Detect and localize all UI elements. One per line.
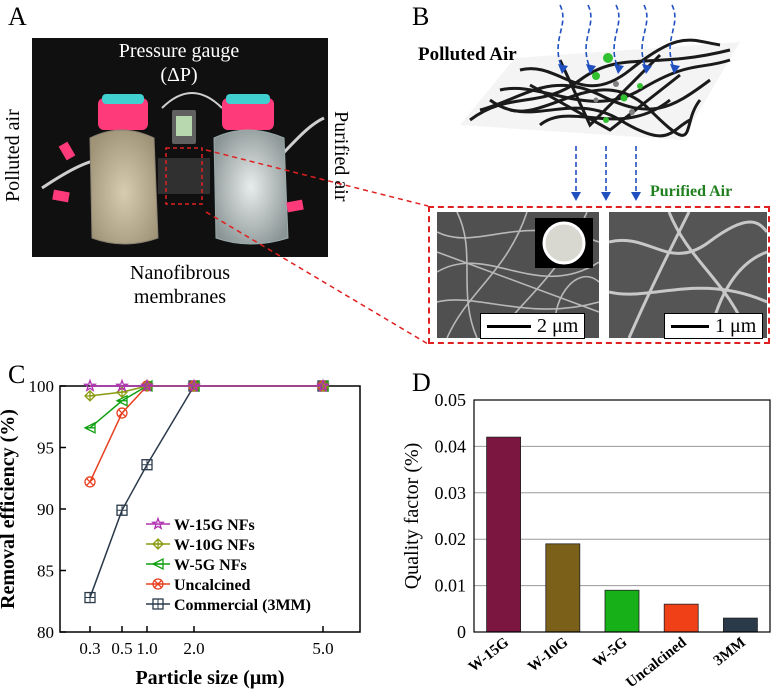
membrane-highlight-box — [165, 147, 203, 205]
purified-bottle — [213, 129, 289, 245]
scale-bar-left: 2 μm — [480, 313, 586, 339]
legend-label-0: W-15G NFs — [174, 517, 255, 534]
legend-marker-3-cross — [154, 580, 162, 588]
incoming-air-arrows — [557, 4, 676, 194]
panel-letter-d: D — [412, 368, 431, 397]
legend-marker-0 — [150, 516, 166, 530]
scale-bar-right: 1 μm — [664, 313, 764, 339]
legend-marker-3 — [152, 578, 164, 590]
bar-w-5g — [604, 589, 640, 633]
chart-c-xtick-label: 2.0 — [183, 639, 204, 658]
bar-category-label: W-10G — [525, 634, 571, 675]
cap-right — [222, 98, 274, 130]
setup-photo-illustration — [41, 92, 325, 245]
bar-uncalcined — [663, 603, 699, 633]
captured-particles — [592, 53, 643, 123]
delta-p-label: (ΔP) — [160, 64, 198, 86]
chart-d-ytick-label: 0 — [457, 622, 466, 642]
series-3-point-cross — [118, 409, 126, 418]
legend-label-2: W-5G NFs — [174, 557, 247, 574]
polluted-bottle — [89, 129, 159, 245]
legend-label-3: Uncalcined — [174, 577, 251, 594]
chart-c-ytick-label: 100 — [29, 377, 55, 396]
series-3-point — [84, 476, 96, 488]
purified-air-text: Purified Air — [650, 183, 732, 200]
arrowheads — [558, 64, 680, 201]
legend-label-4: Commercial (3MM) — [174, 597, 311, 614]
chart-c-xlabel: Particle size (μm) — [135, 667, 284, 689]
cap-left — [98, 98, 148, 130]
polluted-air-text: Polluted Air — [418, 44, 517, 65]
series-0-point — [114, 378, 130, 392]
chart-c-xtick-label: 0.3 — [79, 639, 100, 658]
pressure-gauge-label: Pressure gauge — [118, 40, 240, 62]
quality-factor-chart: 0 0.01 0.02 0.03 0.04 0.05 W-15G W-10G W-5GUnca… — [401, 390, 771, 691]
chart-c-xtick-label: 1.0 — [136, 639, 157, 658]
scale-bar-line-left — [487, 324, 531, 328]
series-4-point-cross — [117, 505, 127, 516]
chart-c-ytick-label: 95 — [37, 439, 54, 458]
chart-d-ytick-label: 0.03 — [435, 483, 467, 503]
series-3-point — [116, 407, 128, 419]
fiber-network — [469, 38, 731, 138]
scale-bar-left-label: 2 μm — [537, 314, 579, 337]
membranes-label-line2: membranes — [133, 286, 227, 308]
chart-c-ylabel: Removal efficiency (%) — [0, 409, 19, 609]
chart-d-frame — [473, 399, 771, 633]
chart-c-ytick-label: 80 — [37, 623, 54, 642]
legend-label-1: W-10G NFs — [174, 537, 255, 554]
series-2-point — [83, 421, 96, 434]
scale-bar-line-right — [671, 324, 709, 328]
series-4-point-cross — [142, 459, 152, 470]
setup-photo — [32, 38, 328, 257]
chart-c-xtick-label: 5.0 — [312, 639, 333, 658]
chart-c-ytick-label: 85 — [37, 562, 54, 581]
chart-d-ytick-label: 0.02 — [435, 529, 467, 549]
filtration-schematic: Polluted Air Purified Air — [418, 4, 740, 201]
panel-letter-c: C — [8, 360, 26, 389]
series-0-point — [315, 378, 331, 392]
series-1-point — [84, 389, 96, 402]
chart-d-ylabel: Quality factor (%) — [401, 443, 423, 590]
legend-marker-2 — [151, 557, 164, 571]
bar-w-15g — [486, 436, 521, 633]
series-0-point — [82, 378, 98, 392]
bar-category-label: W-15G — [466, 634, 512, 675]
chart-d-ytick-label: 0.04 — [435, 436, 467, 456]
sem-images-box — [428, 206, 770, 344]
series-3-point-cross — [86, 477, 94, 486]
purified-air-label: Purified air — [330, 110, 352, 202]
removal-efficiency-chart: 80 85 90 95 100 0.3 0.5 1.0 2.0 5.0 W-15G NFs W-1… — [0, 377, 361, 689]
legend-marker-1 — [152, 538, 164, 550]
bar-category-label: W-5G — [590, 634, 631, 671]
chart-c-frame — [59, 385, 361, 633]
bar-w-10g — [545, 543, 581, 633]
membranes-label-line1: Nanofibrous — [130, 262, 230, 284]
panel-letter-b: B — [412, 2, 430, 31]
series-0-point — [186, 378, 202, 392]
bar-category-label: 3MM — [711, 635, 749, 670]
bar-3mm — [722, 617, 758, 633]
panel-letter-a: A — [8, 2, 27, 31]
chart-d-ytick-label: 0.05 — [435, 390, 467, 410]
chart-c-ytick-label: 90 — [37, 500, 54, 519]
chart-c-xtick-label: 0.5 — [111, 639, 132, 658]
legend-marker-4-cross — [153, 599, 163, 609]
scale-bar-right-label: 1 μm — [715, 314, 757, 337]
bar-category-label: Uncalcined — [623, 634, 690, 691]
chart-d-ytick-label: 0.01 — [435, 576, 467, 596]
series-0-point — [139, 378, 155, 392]
series-2-point — [115, 394, 128, 407]
series-4-point-cross — [85, 592, 95, 603]
